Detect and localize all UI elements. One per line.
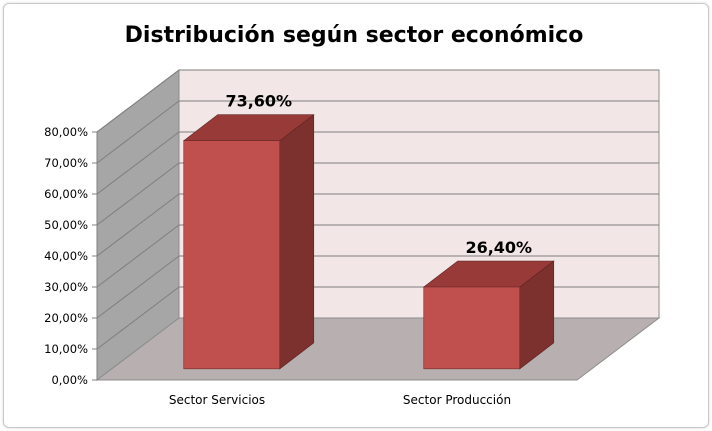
chart-title: Distribución según sector económico	[125, 23, 584, 48]
gridline	[96, 131, 180, 195]
category-label: Sector Servicios	[169, 393, 265, 407]
data-label: 73,60%	[225, 92, 292, 111]
data-label: 26,40%	[465, 238, 532, 257]
gridline	[96, 69, 180, 133]
gridline	[96, 193, 180, 257]
gridline	[96, 100, 180, 164]
gridline	[96, 286, 180, 350]
y-tick-label: 30,00%	[44, 280, 88, 294]
category-label: Sector Producción	[403, 393, 511, 407]
y-tick-label: 0,00%	[51, 373, 88, 387]
y-tick-label: 20,00%	[44, 311, 88, 325]
y-tick-label: 10,00%	[44, 342, 88, 356]
y-tick-label: 60,00%	[44, 187, 88, 201]
y-tick-label: 70,00%	[44, 156, 88, 170]
y-tick-label: 40,00%	[44, 249, 88, 263]
gridline	[96, 224, 180, 288]
bar	[423, 286, 521, 370]
y-tick-label: 80,00%	[44, 125, 88, 139]
floor	[95, 317, 661, 381]
y-tick-label: 50,00%	[44, 218, 88, 232]
bar	[183, 140, 281, 370]
bar-side	[279, 114, 315, 370]
gridline	[96, 255, 180, 319]
gridline	[96, 162, 180, 226]
